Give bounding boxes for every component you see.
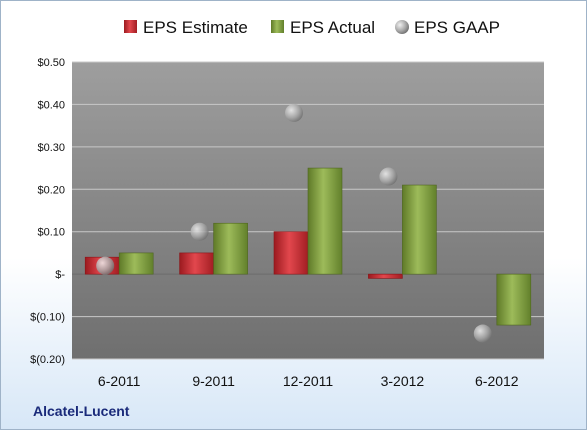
company-name: Alcatel-Lucent: [33, 403, 130, 419]
gaap-marker: [96, 256, 115, 275]
estimate-bar: [368, 273, 403, 279]
gaap-marker: [190, 222, 209, 241]
y-axis-ticks: $0.50 $0.40 $0.30 $0.20 $0.10 $- $(0.10) $(0.20…: [30, 57, 65, 366]
actual-bar: [402, 184, 437, 275]
y-tick-label: $0.40: [37, 99, 65, 111]
y-tick-label: $(0.20): [30, 354, 65, 366]
y-tick-label: $0.20: [37, 184, 65, 196]
y-tick-label: $0.10: [37, 227, 65, 239]
legend-estimate-swatch: [124, 20, 137, 33]
x-category-label: 9-2011: [192, 373, 235, 389]
y-tick-label: $0.30: [37, 142, 65, 154]
y-tick-label: $-: [55, 269, 65, 281]
x-category-label: 6-2011: [98, 373, 141, 389]
estimate-bar: [179, 252, 214, 275]
legend-actual-label: EPS Actual: [290, 18, 375, 37]
actual-bar: [118, 252, 154, 275]
estimate-bar: [273, 231, 309, 275]
gaap-marker: [473, 324, 492, 343]
gaap-marker: [285, 103, 303, 122]
x-category-label: 12-2011: [283, 373, 334, 389]
gaap-markers: [96, 103, 492, 343]
x-category-label: 6-2012: [475, 373, 519, 389]
legend-estimate-label: EPS Estimate: [143, 18, 248, 37]
legend-gaap-label: EPS GAAP: [414, 18, 500, 37]
x-axis-categories: 6-2011 9-2011 12-2011 3-2012 6-2012: [98, 373, 519, 389]
actual-bar: [307, 167, 343, 275]
x-category-label: 3-2012: [381, 373, 425, 389]
legend-gaap-marker: [395, 20, 409, 34]
actual-bar: [496, 273, 532, 326]
y-tick-label: $0.50: [37, 57, 65, 69]
gaap-marker: [379, 167, 398, 186]
actual-bar: [213, 222, 248, 275]
y-tick-label: $(0.10): [30, 312, 65, 324]
legend-actual-swatch: [271, 20, 284, 33]
bars: [84, 167, 532, 326]
legend: EPS Estimate EPS Actual EPS GAAP: [124, 18, 500, 37]
